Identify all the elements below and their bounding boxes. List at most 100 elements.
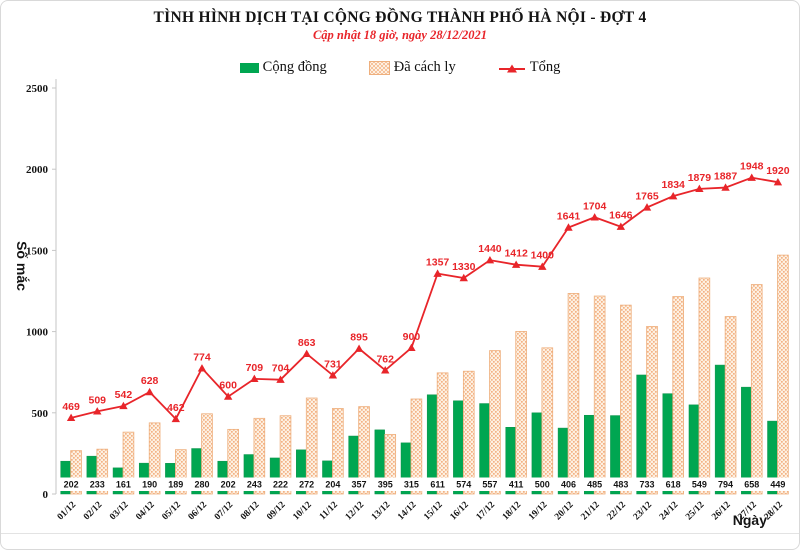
tong-value-label: 1357	[426, 257, 450, 269]
chart-subtitle: Cập nhật 18 giờ, ngày 28/12/2021	[312, 28, 488, 42]
tong-value-label: 709	[246, 362, 264, 374]
value-label-box	[321, 477, 345, 491]
x-tick-label: 11/12	[318, 500, 340, 522]
y-tick-label: 0	[43, 489, 49, 501]
cong-dong-value-label: 357	[352, 480, 367, 490]
bar-da-cach-ly	[593, 295, 606, 495]
cong-dong-value-label: 204	[325, 480, 340, 490]
bar-da-cach-ly	[567, 293, 580, 495]
x-tick-label: 10/12	[291, 500, 314, 523]
bar-cong-dong	[714, 364, 726, 495]
x-tick-label: 01/12	[56, 500, 79, 523]
cong-dong-value-label: 406	[561, 480, 576, 490]
bar-da-cach-ly	[646, 326, 658, 495]
cong-dong-value-label: 243	[247, 480, 262, 490]
chart-bottom-divider	[1, 533, 799, 534]
tong-marker	[668, 191, 678, 200]
cong-dong-value-label: 189	[168, 480, 183, 490]
tong-marker	[773, 177, 783, 186]
cong-dong-value-label: 280	[194, 480, 209, 490]
cong-dong-value-label: 315	[404, 480, 419, 490]
x-tick-label: 20/12	[553, 500, 576, 523]
tong-value-label: 1412	[504, 248, 528, 260]
value-label-box	[269, 477, 293, 491]
tong-marker	[302, 349, 311, 358]
cong-dong-value-label: 611	[430, 480, 445, 490]
x-tick-label: 22/12	[606, 500, 629, 523]
tong-marker	[721, 183, 730, 191]
tong-marker	[66, 413, 76, 422]
tong-marker	[93, 407, 102, 415]
cong-dong-value-label: 272	[299, 480, 314, 490]
bar-da-cach-ly	[148, 422, 161, 495]
x-tick-label: 02/12	[82, 500, 105, 523]
x-tick-label: 05/12	[161, 500, 184, 523]
bar-da-cach-ly	[358, 406, 370, 495]
value-label-box	[373, 477, 397, 491]
legend-label-tong: Tổng	[529, 59, 561, 75]
value-label-box	[609, 477, 633, 491]
cong-dong-value-label: 794	[718, 480, 733, 490]
value-label-box	[59, 477, 83, 491]
tong-marker	[511, 260, 521, 268]
tong-marker	[747, 173, 756, 181]
bar-da-cach-ly	[227, 428, 239, 495]
tong-value-label: 900	[403, 331, 421, 343]
cong-dong-swatch-icon	[239, 62, 259, 73]
bar-da-cach-ly	[436, 372, 449, 495]
cong-dong-value-label: 658	[744, 480, 759, 490]
bar-da-cach-ly	[462, 370, 475, 495]
bar-da-cach-ly	[410, 398, 423, 495]
bar-da-cach-ly	[96, 448, 109, 495]
value-label-box	[504, 477, 528, 491]
tong-value-label: 1765	[635, 190, 659, 202]
x-tick-label: 26/12	[710, 500, 733, 523]
bar-da-cach-ly	[201, 413, 213, 495]
x-tick-label: 15/12	[422, 500, 445, 523]
value-label-box	[216, 477, 240, 491]
value-label-box	[583, 477, 607, 491]
value-label-box	[111, 477, 135, 491]
bar-da-cach-ly	[620, 304, 632, 495]
tong-marker	[197, 364, 207, 372]
bar-da-cach-ly	[253, 417, 266, 495]
cong-dong-value-label: 500	[535, 480, 550, 490]
y-tick-label: 1000	[26, 327, 49, 339]
tong-marker	[459, 273, 468, 282]
tong-marker	[433, 269, 442, 277]
legend-label-da-cach-ly: Đã cách ly	[393, 59, 456, 75]
bar-da-cach-ly	[541, 347, 554, 495]
value-label-box	[347, 477, 371, 491]
cong-dong-value-label: 485	[587, 480, 602, 490]
tong-value-label: 628	[141, 375, 159, 387]
x-tick-label: 04/12	[134, 500, 157, 523]
x-tick-label: 23/12	[632, 500, 655, 523]
bar-da-cach-ly	[777, 254, 789, 495]
bar-da-cach-ly	[279, 415, 292, 495]
tong-value-label: 1400	[531, 250, 555, 262]
value-label-box	[452, 477, 476, 491]
x-tick-label: 08/12	[239, 500, 262, 523]
value-label-box	[426, 477, 450, 491]
tong-value-label: 1879	[688, 172, 712, 184]
cong-dong-value-label: 202	[64, 480, 79, 490]
value-label-box	[530, 477, 554, 491]
bar-da-cach-ly	[384, 433, 397, 495]
tong-marker	[250, 374, 259, 383]
legend-label-cong-dong: Cộng đồng	[262, 59, 327, 75]
tong-value-label: 1330	[452, 261, 476, 273]
x-axis-title: Ngày	[733, 512, 767, 528]
cong-dong-value-label: 411	[509, 480, 524, 490]
value-label-box	[295, 477, 319, 491]
legend-item-cong-dong: Cộng đồng	[239, 59, 327, 76]
x-tick-label: 13/12	[370, 500, 393, 523]
tong-value-label: 1948	[740, 161, 764, 173]
tong-value-label: 600	[219, 380, 237, 392]
legend-item-tong: Tổng	[498, 59, 561, 76]
x-tick-label: 19/12	[527, 500, 550, 523]
bar-da-cach-ly	[672, 296, 684, 495]
value-label-box	[138, 477, 162, 491]
value-label-box	[766, 477, 790, 491]
tong-marker	[407, 343, 416, 352]
